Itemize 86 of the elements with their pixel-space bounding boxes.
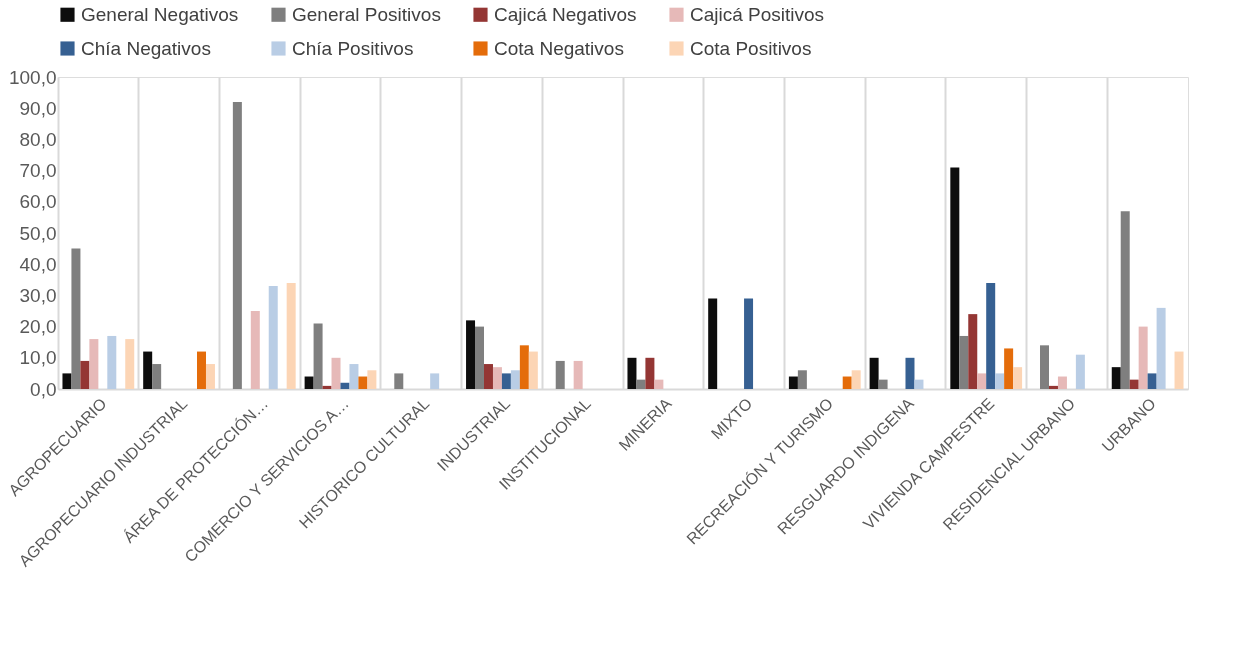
bar [986, 282, 996, 389]
bar [519, 345, 529, 389]
bar [143, 351, 153, 389]
legend-label: Cota Negativos [494, 37, 624, 59]
bar [466, 320, 476, 389]
legend-label: Cajicá Negativos [494, 3, 637, 25]
bar [196, 351, 206, 389]
bar [878, 379, 888, 389]
bar [286, 282, 296, 389]
bar [430, 373, 440, 389]
bar [268, 286, 278, 389]
bar [914, 379, 924, 389]
bar [501, 373, 511, 389]
bar [995, 373, 1005, 389]
bar [959, 335, 969, 389]
bar [89, 339, 99, 389]
bar [645, 357, 655, 389]
bar [851, 370, 861, 389]
bar [107, 335, 117, 389]
bar [492, 367, 502, 389]
bar [152, 364, 162, 389]
bar [483, 364, 493, 389]
bar [1147, 373, 1157, 389]
bar [1075, 354, 1085, 389]
legend-label: Chía Negativos [81, 37, 211, 59]
y-tick-label: 60,0 [19, 191, 57, 213]
bar [358, 376, 368, 389]
bar [636, 379, 646, 389]
bar [71, 248, 81, 389]
y-tick-label: 30,0 [19, 284, 57, 306]
bar [125, 339, 135, 389]
bar [1057, 376, 1067, 389]
bar [842, 376, 852, 389]
bar [905, 357, 915, 389]
legend-label: Chía Positivos [292, 37, 414, 59]
bar [869, 357, 879, 389]
bar [80, 360, 90, 389]
y-tick-label: 10,0 [19, 347, 57, 369]
bar [322, 385, 332, 389]
legend-label: Cota Positivos [690, 37, 812, 59]
bar [1004, 348, 1014, 389]
bar [331, 357, 341, 389]
bar [977, 373, 987, 389]
y-tick-label: 100,0 [8, 66, 57, 88]
bar [654, 379, 664, 389]
legend-label: General Positivos [292, 3, 441, 25]
bar [1138, 326, 1148, 389]
y-tick-label: 70,0 [19, 160, 57, 182]
bar [304, 376, 314, 389]
bar [1111, 367, 1121, 389]
bar [744, 298, 754, 389]
y-tick-label: 80,0 [19, 128, 57, 150]
bar [1013, 367, 1023, 389]
bar [349, 364, 359, 389]
bar [475, 326, 485, 389]
bar [205, 364, 215, 389]
bar [313, 323, 323, 389]
y-tick-label: 90,0 [19, 97, 57, 119]
bar [708, 298, 718, 389]
bar [62, 373, 72, 389]
bar [1120, 211, 1130, 389]
legend-label: Cajicá Positivos [690, 3, 825, 25]
bar [555, 360, 565, 389]
bar [627, 357, 637, 389]
bar [367, 370, 377, 389]
legend-label: General Negativos [81, 3, 239, 25]
y-tick-label: 20,0 [19, 316, 57, 338]
bar [1040, 345, 1050, 389]
bar [1129, 379, 1139, 389]
y-tick-label: 0,0 [30, 378, 57, 400]
bar [797, 370, 807, 389]
y-tick-label: 40,0 [19, 253, 57, 275]
bar [1156, 307, 1166, 389]
bar [968, 314, 978, 389]
bar [1048, 385, 1058, 389]
bar [573, 360, 583, 389]
bar [250, 311, 260, 389]
bar [340, 382, 350, 389]
bar [232, 101, 242, 389]
bar [1174, 351, 1184, 389]
y-tick-label: 50,0 [19, 222, 57, 244]
bar [950, 167, 960, 389]
bar [528, 351, 538, 389]
bar [510, 370, 520, 389]
bar [394, 373, 404, 389]
bar [788, 376, 798, 389]
